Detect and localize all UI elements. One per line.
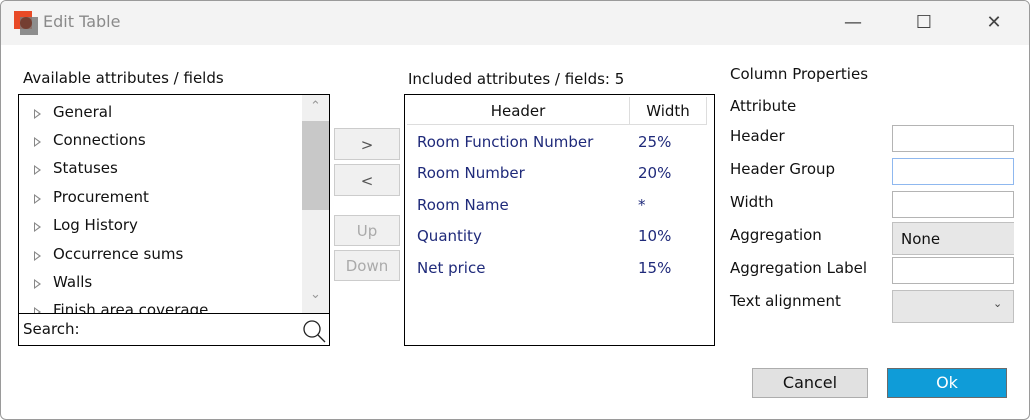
search-icon[interactable] — [301, 318, 327, 344]
table-row[interactable]: Room Number 20% — [417, 164, 672, 182]
search-box[interactable]: Search: — [19, 313, 329, 345]
aggregation-label-input[interactable] — [892, 257, 1014, 284]
expand-icon[interactable] — [34, 222, 41, 232]
table-row[interactable]: Room Name * — [417, 196, 646, 214]
table-row[interactable]: Quantity 10% — [417, 227, 672, 245]
aggregation-label-label: Aggregation Label — [730, 259, 868, 277]
cancel-button[interactable]: Cancel — [752, 368, 868, 398]
maximize-icon[interactable]: ☐ — [915, 12, 933, 33]
header-label: Header — [730, 127, 785, 145]
move-down-button[interactable]: Down — [334, 250, 400, 281]
column-header-width[interactable]: Width — [630, 97, 707, 125]
scrollbar-thumb[interactable] — [302, 121, 329, 210]
included-table: Header Width Room Function Number 25% Roo… — [404, 94, 715, 346]
header-group-label: Header Group — [730, 160, 836, 178]
width-input[interactable] — [892, 191, 1014, 218]
scroll-down-icon[interactable]: ⌄ — [310, 287, 321, 302]
attribute-label: Attribute — [730, 97, 797, 115]
aggregation-select[interactable]: None — [892, 222, 1014, 255]
chevron-down-icon: ⌄ — [993, 297, 1003, 310]
title-bar: Edit Table — ☐ ✕ — [1, 1, 1029, 45]
available-list: General Connections Statuses Procurement… — [18, 94, 330, 346]
header-input[interactable] — [892, 125, 1014, 152]
table-row[interactable]: Net price 15% — [417, 259, 672, 277]
included-label: Included attributes / fields: 5 — [408, 70, 625, 88]
window-title: Edit Table — [43, 12, 121, 31]
expand-icon[interactable] — [34, 307, 41, 313]
app-logo-icon — [14, 11, 38, 35]
expand-icon[interactable] — [34, 194, 41, 204]
expand-icon[interactable] — [34, 165, 41, 175]
aggregation-label: Aggregation — [730, 226, 822, 244]
column-properties-title: Column Properties — [730, 65, 869, 83]
expand-icon[interactable] — [34, 109, 41, 119]
width-label: Width — [730, 193, 774, 211]
move-up-button[interactable]: Up — [334, 215, 400, 246]
expand-icon[interactable] — [34, 251, 41, 261]
attribute-tree[interactable]: General Connections Statuses Procurement… — [19, 95, 303, 313]
search-label: Search: — [23, 320, 80, 338]
column-header-header[interactable]: Header — [407, 97, 630, 125]
add-button[interactable]: > — [334, 128, 400, 160]
close-icon[interactable]: ✕ — [986, 12, 1002, 33]
scroll-up-icon[interactable]: ⌃ — [310, 99, 321, 114]
expand-icon[interactable] — [34, 137, 41, 147]
table-row[interactable]: Room Function Number 25% — [417, 133, 672, 151]
text-alignment-select[interactable]: ⌄ — [892, 290, 1014, 323]
vertical-scrollbar[interactable]: ⌃ ⌄ — [302, 95, 329, 313]
header-group-input[interactable] — [892, 158, 1014, 185]
remove-button[interactable]: < — [334, 164, 400, 196]
available-label: Available attributes / fields — [23, 69, 224, 87]
ok-button[interactable]: Ok — [887, 368, 1007, 398]
minimize-icon[interactable]: — — [844, 12, 862, 33]
text-alignment-label: Text alignment — [730, 292, 841, 310]
expand-icon[interactable] — [34, 279, 41, 289]
